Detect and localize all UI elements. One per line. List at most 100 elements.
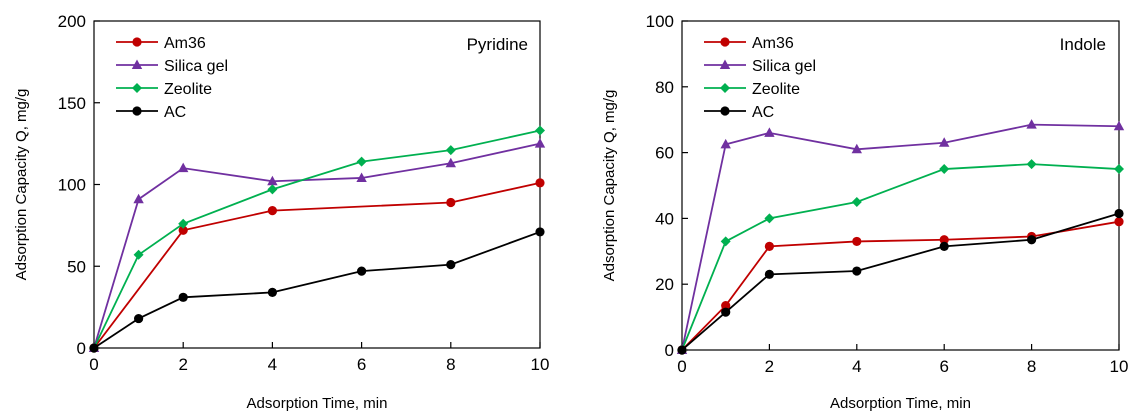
data-point <box>267 175 278 186</box>
data-point <box>677 345 687 355</box>
x-axis-label: Adsorption Time, min <box>830 395 971 412</box>
x-tick-label: 10 <box>1110 357 1129 376</box>
legend-label: Zeolite <box>752 81 800 98</box>
legend-item-silica-gel: Silica gel <box>116 58 228 75</box>
y-tick-label: 40 <box>655 209 674 228</box>
legend-marker <box>132 83 142 93</box>
data-point <box>764 241 775 251</box>
legend-label: Am36 <box>164 35 206 52</box>
x-tick-label: 8 <box>1027 357 1036 376</box>
legend-marker <box>720 83 730 93</box>
x-tick-label: 6 <box>939 357 948 376</box>
series-line <box>93 231 541 349</box>
data-point <box>1114 217 1124 227</box>
data-point <box>721 300 731 311</box>
series-line <box>681 220 1120 351</box>
legend-label: Silica gel <box>164 58 228 75</box>
data-point <box>1026 159 1037 170</box>
y-tick-label: 80 <box>655 78 674 97</box>
series-silica-gel <box>88 138 546 352</box>
data-point <box>134 313 144 324</box>
data-point <box>852 236 862 247</box>
data-point <box>446 260 456 270</box>
y-axis-label: Adsorption Capacity Q, mg/g <box>13 89 30 281</box>
data-point <box>267 206 277 216</box>
data-point <box>1114 164 1124 175</box>
series-line <box>93 181 541 349</box>
data-point <box>356 156 367 167</box>
legend-item-silica-gel: Silica gel <box>704 58 816 75</box>
chart-indole: 0 20 40 60 80 100 0 2 4 6 8 10 Adsorption Time, min A… <box>601 12 1128 412</box>
data-point <box>178 218 189 229</box>
series-line <box>93 142 541 349</box>
y-tick-label: 200 <box>58 12 86 31</box>
x-tick-label: 8 <box>446 355 455 374</box>
data-point <box>852 266 862 276</box>
data-point <box>535 125 545 136</box>
y-tick-label: 100 <box>58 176 86 195</box>
legend-marker <box>719 59 731 69</box>
series-ac <box>89 227 545 353</box>
legend-item-ac: AC <box>704 104 774 121</box>
legend-label: Zeolite <box>164 81 212 98</box>
x-tick-label: 0 <box>89 355 98 374</box>
legend-item-am36: Am36 <box>116 35 206 52</box>
x-axis-label: Adsorption Time, min <box>247 395 388 412</box>
x-tick-label: 2 <box>765 357 774 376</box>
data-point <box>178 225 188 235</box>
chart-pyridine: 0 50 100 150 200 0 2 4 6 8 10 Adsorption Time, min A… <box>13 12 549 412</box>
data-point <box>356 172 367 182</box>
data-point <box>446 197 456 208</box>
legend-item-ac: AC <box>116 104 186 121</box>
data-point <box>939 241 949 251</box>
panel-title: Pyridine <box>467 35 528 54</box>
data-point <box>1026 119 1037 129</box>
series-ac <box>677 208 1124 355</box>
data-point <box>939 235 949 245</box>
legend-marker <box>132 106 142 116</box>
data-point <box>939 137 950 147</box>
legend-label: AC <box>752 104 774 121</box>
data-point <box>851 143 862 154</box>
legend-item-zeolite: Zeolite <box>116 81 212 98</box>
data-point <box>445 145 456 156</box>
data-point <box>1027 235 1037 245</box>
data-point <box>720 236 731 247</box>
data-point <box>178 292 188 302</box>
series-line <box>681 163 1120 351</box>
data-point <box>89 343 99 353</box>
series-am36 <box>677 217 1124 355</box>
legend-marker <box>132 37 142 47</box>
y-axis-label: Adsorption Capacity Q, mg/g <box>601 90 618 282</box>
data-point <box>133 249 144 260</box>
x-tick-label: 2 <box>178 355 187 374</box>
legend-marker <box>720 37 730 47</box>
x-tick-label: 6 <box>357 355 366 374</box>
y-tick-label: 0 <box>77 339 86 358</box>
series-zeolite <box>89 125 545 353</box>
legend-item-am36: Am36 <box>704 35 794 52</box>
data-point <box>534 138 546 148</box>
data-point <box>445 157 456 168</box>
legend: Am36 Silica gel Zeolite AC <box>116 35 228 121</box>
y-tick-label: 50 <box>67 257 86 276</box>
series-silica-gel <box>676 119 1125 354</box>
series-line <box>681 123 1120 351</box>
y-tick-label: 150 <box>58 94 86 113</box>
legend-marker <box>720 106 730 116</box>
y-tick-label: 0 <box>665 341 674 360</box>
y-tick-label: 100 <box>646 12 674 31</box>
y-tick-label: 20 <box>655 275 674 294</box>
data-point <box>939 164 950 175</box>
data-point <box>133 193 144 204</box>
data-point <box>1113 120 1125 131</box>
data-point <box>720 138 731 149</box>
legend: Am36 Silica gel Zeolite AC <box>704 35 816 121</box>
series-line <box>681 212 1120 351</box>
x-tick-label: 4 <box>268 355 277 374</box>
data-point <box>357 266 367 276</box>
legend-label: AC <box>164 104 186 121</box>
legend-label: Am36 <box>752 35 794 52</box>
x-tick-label: 4 <box>852 357 861 376</box>
